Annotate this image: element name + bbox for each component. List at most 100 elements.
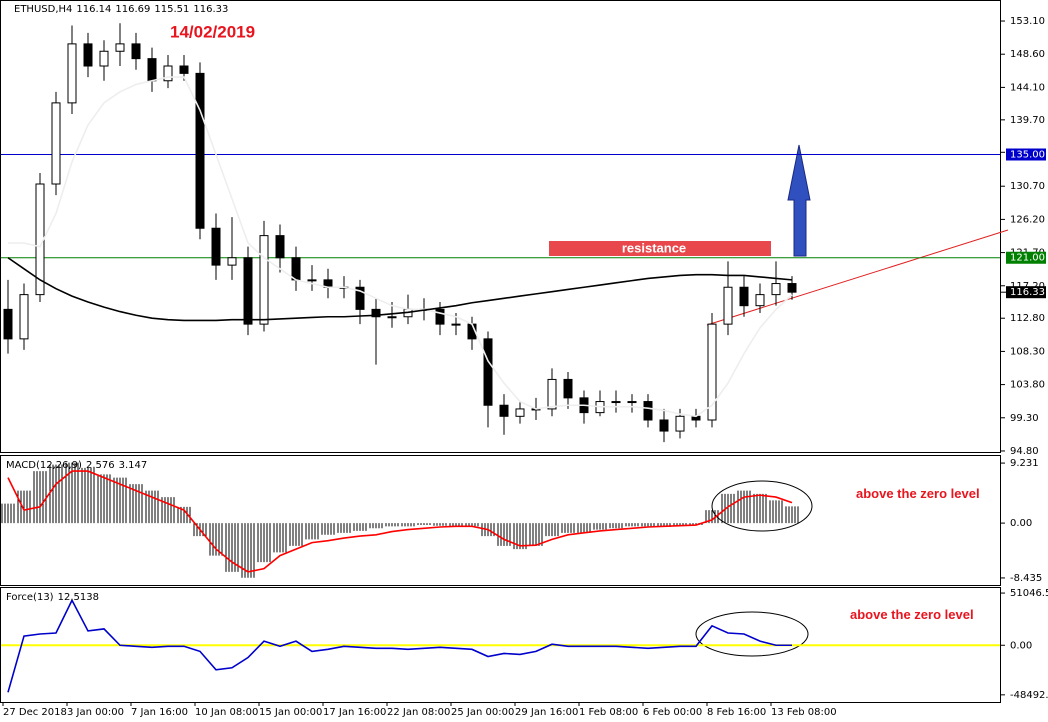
candle-body [675, 415, 685, 432]
candle-body [547, 378, 557, 410]
last-price-tag [1006, 286, 1046, 299]
candle-body [723, 286, 733, 325]
candle-body [563, 378, 573, 399]
candle-body [355, 286, 365, 310]
candle-body [483, 338, 493, 406]
header-title: ETHUSD,H4 [14, 4, 72, 15]
x-tick-label: 22 Jan 08:00 [387, 707, 450, 718]
y-tick-label: 126.20 [1010, 214, 1045, 225]
header-value: 115.51 [154, 4, 189, 15]
candle-body [275, 235, 285, 259]
date-annotation: 14/02/2019 [170, 22, 255, 41]
y-tick-label: 0.00 [1010, 518, 1032, 529]
level-tag [1006, 251, 1046, 264]
candle-body [67, 43, 77, 104]
y-tick-label: 108.30 [1010, 346, 1045, 357]
x-tick-label: 25 Jan 00:00 [451, 707, 514, 718]
candle-body [771, 283, 781, 296]
y-tick-label: 9.231 [1010, 458, 1039, 469]
candle-body [147, 58, 157, 82]
candle-body [131, 43, 141, 60]
y-tick-label: 139.70 [1010, 115, 1045, 126]
y-tick-label: -8.435 [1010, 573, 1042, 584]
indicator-header: ETHUSD,H4 116.14 116.69 115.51 116.33 [14, 4, 228, 15]
indicator-header: MACD(12,26,9) 2.576 3.147 [6, 460, 147, 471]
header-title: MACD(12,26,9) [6, 460, 82, 471]
x-tick-label: 17 Jan 16:00 [323, 707, 386, 718]
header-value: 116.14 [76, 4, 111, 15]
header-value: 12.5138 [58, 592, 99, 603]
x-tick-label: 15 Jan 00:00 [259, 707, 322, 718]
x-tick-label: 8 Feb 16:00 [707, 707, 766, 718]
candle-body [755, 294, 765, 307]
y-tick-label: 130.70 [1010, 181, 1045, 192]
macd-ellipse [711, 480, 813, 532]
candle-body [3, 308, 13, 340]
candle-body [739, 286, 749, 307]
header-value: 116.69 [115, 4, 150, 15]
y-tick-label: 0.00 [1010, 640, 1032, 651]
candle-body [707, 323, 717, 421]
candle-body [435, 308, 445, 325]
last-price-label: 116.33 [1010, 287, 1045, 298]
x-tick-label: 3 Jan 00:00 [67, 707, 124, 718]
force-ellipse [695, 611, 809, 657]
header-value: 3.147 [119, 460, 148, 471]
y-tick-label: 103.80 [1010, 380, 1045, 391]
resistance-zone [549, 241, 771, 256]
level-tag-label: 135.00 [1010, 150, 1045, 161]
candle-body [611, 401, 621, 404]
y-tick-label: 153.10 [1010, 16, 1045, 27]
y-tick-label: -48492.8 [1010, 690, 1048, 701]
candle-body [179, 65, 189, 74]
candle-body [291, 257, 301, 281]
candle-body [371, 308, 381, 318]
x-tick-label: 13 Feb 08:00 [771, 707, 837, 718]
candle-body [659, 419, 669, 432]
header-value: 2.576 [86, 460, 115, 471]
candle-body [787, 283, 797, 293]
candle-body [499, 404, 509, 417]
x-tick-label: 27 Dec 2018 [3, 707, 67, 718]
candle-body [515, 408, 525, 417]
candle-body [627, 401, 637, 404]
moving-average [7, 257, 793, 322]
indicator-line [7, 598, 793, 693]
x-tick-label: 7 Jan 16:00 [131, 707, 188, 718]
candle-body [227, 257, 237, 266]
macd-note: above the zero level [856, 486, 980, 501]
level-tag [1006, 148, 1046, 161]
candle-body [243, 257, 253, 325]
candle-body [83, 43, 93, 67]
candle-body [211, 227, 221, 266]
candle-body [451, 323, 461, 326]
header-value: 116.33 [193, 4, 228, 15]
candle-body [99, 50, 109, 67]
y-tick-label: 94.80 [1010, 446, 1039, 457]
x-tick-label: 29 Jan 16:00 [515, 707, 578, 718]
header-title: Force(13) [6, 592, 54, 603]
y-tick-label: 112.80 [1010, 313, 1045, 324]
signal-line [7, 470, 793, 573]
candle-body [387, 316, 397, 319]
y-tick-label: 99.30 [1010, 413, 1039, 424]
force-note: above the zero level [850, 607, 974, 622]
up-arrow [787, 144, 811, 257]
candle-body [163, 65, 173, 82]
trend-line [706, 229, 1009, 326]
x-tick-label: 10 Jan 08:00 [195, 707, 258, 718]
candle-body [19, 294, 29, 340]
candle-body [115, 43, 125, 52]
moving-average [8, 76, 793, 418]
candle-body [643, 401, 653, 421]
macd-panel [0, 455, 1001, 586]
x-tick-label: 1 Feb 08:00 [579, 707, 638, 718]
candle-body [259, 235, 269, 325]
candle-body [195, 72, 205, 229]
y-tick-label: 51046.55 [1010, 588, 1048, 599]
y-tick-label: 144.10 [1010, 82, 1045, 93]
y-tick-label: 148.60 [1010, 49, 1045, 60]
candle-body [307, 279, 317, 282]
